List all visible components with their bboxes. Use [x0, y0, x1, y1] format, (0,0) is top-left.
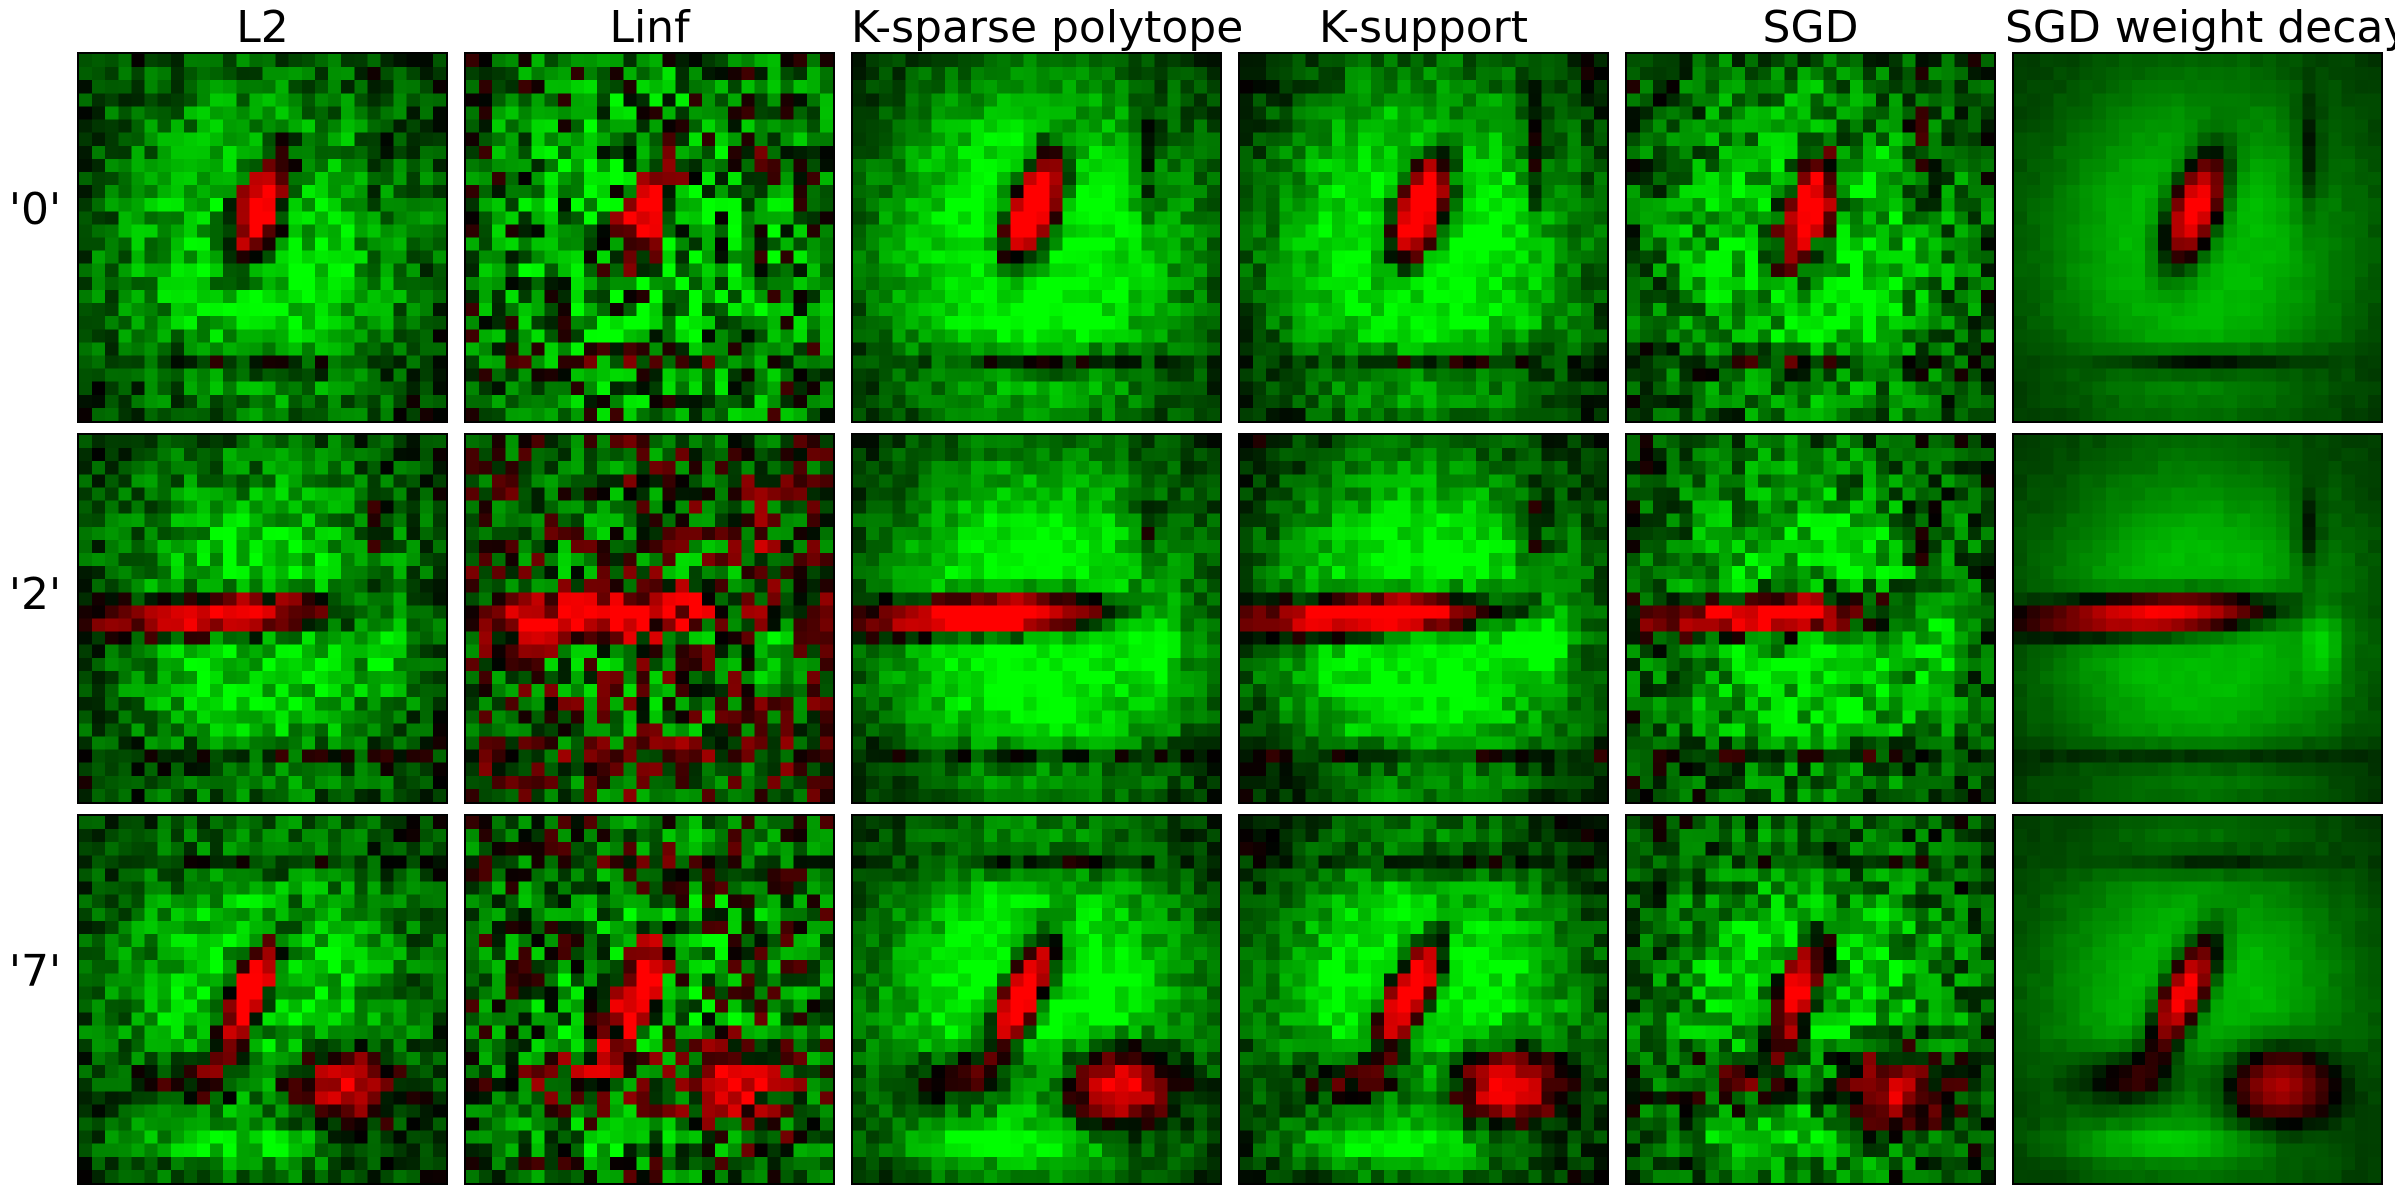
weight-image-linf-digit-0: [464, 52, 835, 423]
weight-image-k-sparse-polytope-digit-7: [851, 814, 1222, 1185]
column-title-k-sparse-polytope: K-sparse polytope: [851, 2, 1244, 53]
weight-image-k-support-digit-2: [1238, 433, 1609, 804]
weight-image-k-sparse-polytope-digit-0: [851, 52, 1222, 423]
weight-image-linf-digit-2: [464, 433, 835, 804]
weight-image-sgd-weight-decay-digit-2: [2012, 433, 2383, 804]
weight-image-sgd-digit-0: [1625, 52, 1996, 423]
weight-image-sgd-weight-decay-digit-0: [2012, 52, 2383, 423]
row-label-digit-2: '2': [8, 569, 62, 620]
weight-image-sgd-digit-2: [1625, 433, 1996, 804]
weight-image-l2-digit-0: [77, 52, 448, 423]
column-title-linf: Linf: [609, 2, 690, 53]
column-title-l2: L2: [236, 2, 289, 53]
column-title-k-support: K-support: [1318, 2, 1529, 53]
weight-image-sgd-weight-decay-digit-7: [2012, 814, 2383, 1185]
weight-image-l2-digit-7: [77, 814, 448, 1185]
weight-image-linf-digit-7: [464, 814, 835, 1185]
weight-image-k-sparse-polytope-digit-2: [851, 433, 1222, 804]
weight-image-l2-digit-2: [77, 433, 448, 804]
weight-image-k-support-digit-0: [1238, 52, 1609, 423]
weight-image-k-support-digit-7: [1238, 814, 1609, 1185]
weight-image-sgd-digit-7: [1625, 814, 1996, 1185]
column-title-sgd-weight-decay: SGD weight decay: [2005, 2, 2395, 53]
column-title-sgd: SGD: [1762, 2, 1859, 53]
row-label-digit-0: '0': [8, 184, 62, 235]
row-label-digit-7: '7': [8, 946, 62, 997]
